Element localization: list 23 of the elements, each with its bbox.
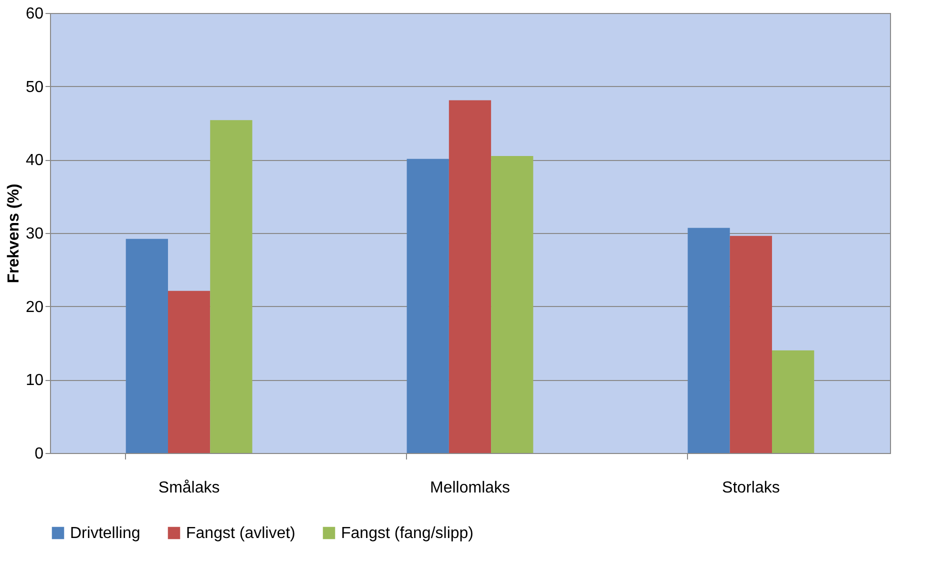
x-tick-label: Storlaks (722, 480, 780, 496)
bar (688, 228, 730, 453)
legend-label: Drivtelling (70, 525, 140, 542)
y-tick-label: 60 (26, 6, 44, 22)
legend-label: Fangst (avlivet) (186, 525, 296, 542)
y-tick-label: 0 (34, 446, 44, 462)
x-tick-label: Smålaks (158, 480, 220, 496)
y-axis-title: Frekvens (%) (6, 184, 23, 284)
bar (406, 158, 449, 453)
y-tick-label: 40 (26, 152, 44, 170)
y-tick-label: 30 (26, 226, 44, 242)
bar (730, 236, 772, 453)
bar (772, 350, 814, 453)
bar (168, 290, 210, 453)
bar (210, 120, 252, 453)
x-tick-label: Mellomlaks (430, 480, 510, 496)
bar (491, 156, 534, 453)
y-tick-label: 50 (26, 78, 44, 96)
bar (448, 100, 492, 453)
y-tick-label: 10 (26, 372, 44, 390)
legend-label: Fangst (fang/slipp) (341, 525, 474, 542)
y-tick-label: 20 (26, 298, 44, 316)
bar (126, 238, 168, 453)
